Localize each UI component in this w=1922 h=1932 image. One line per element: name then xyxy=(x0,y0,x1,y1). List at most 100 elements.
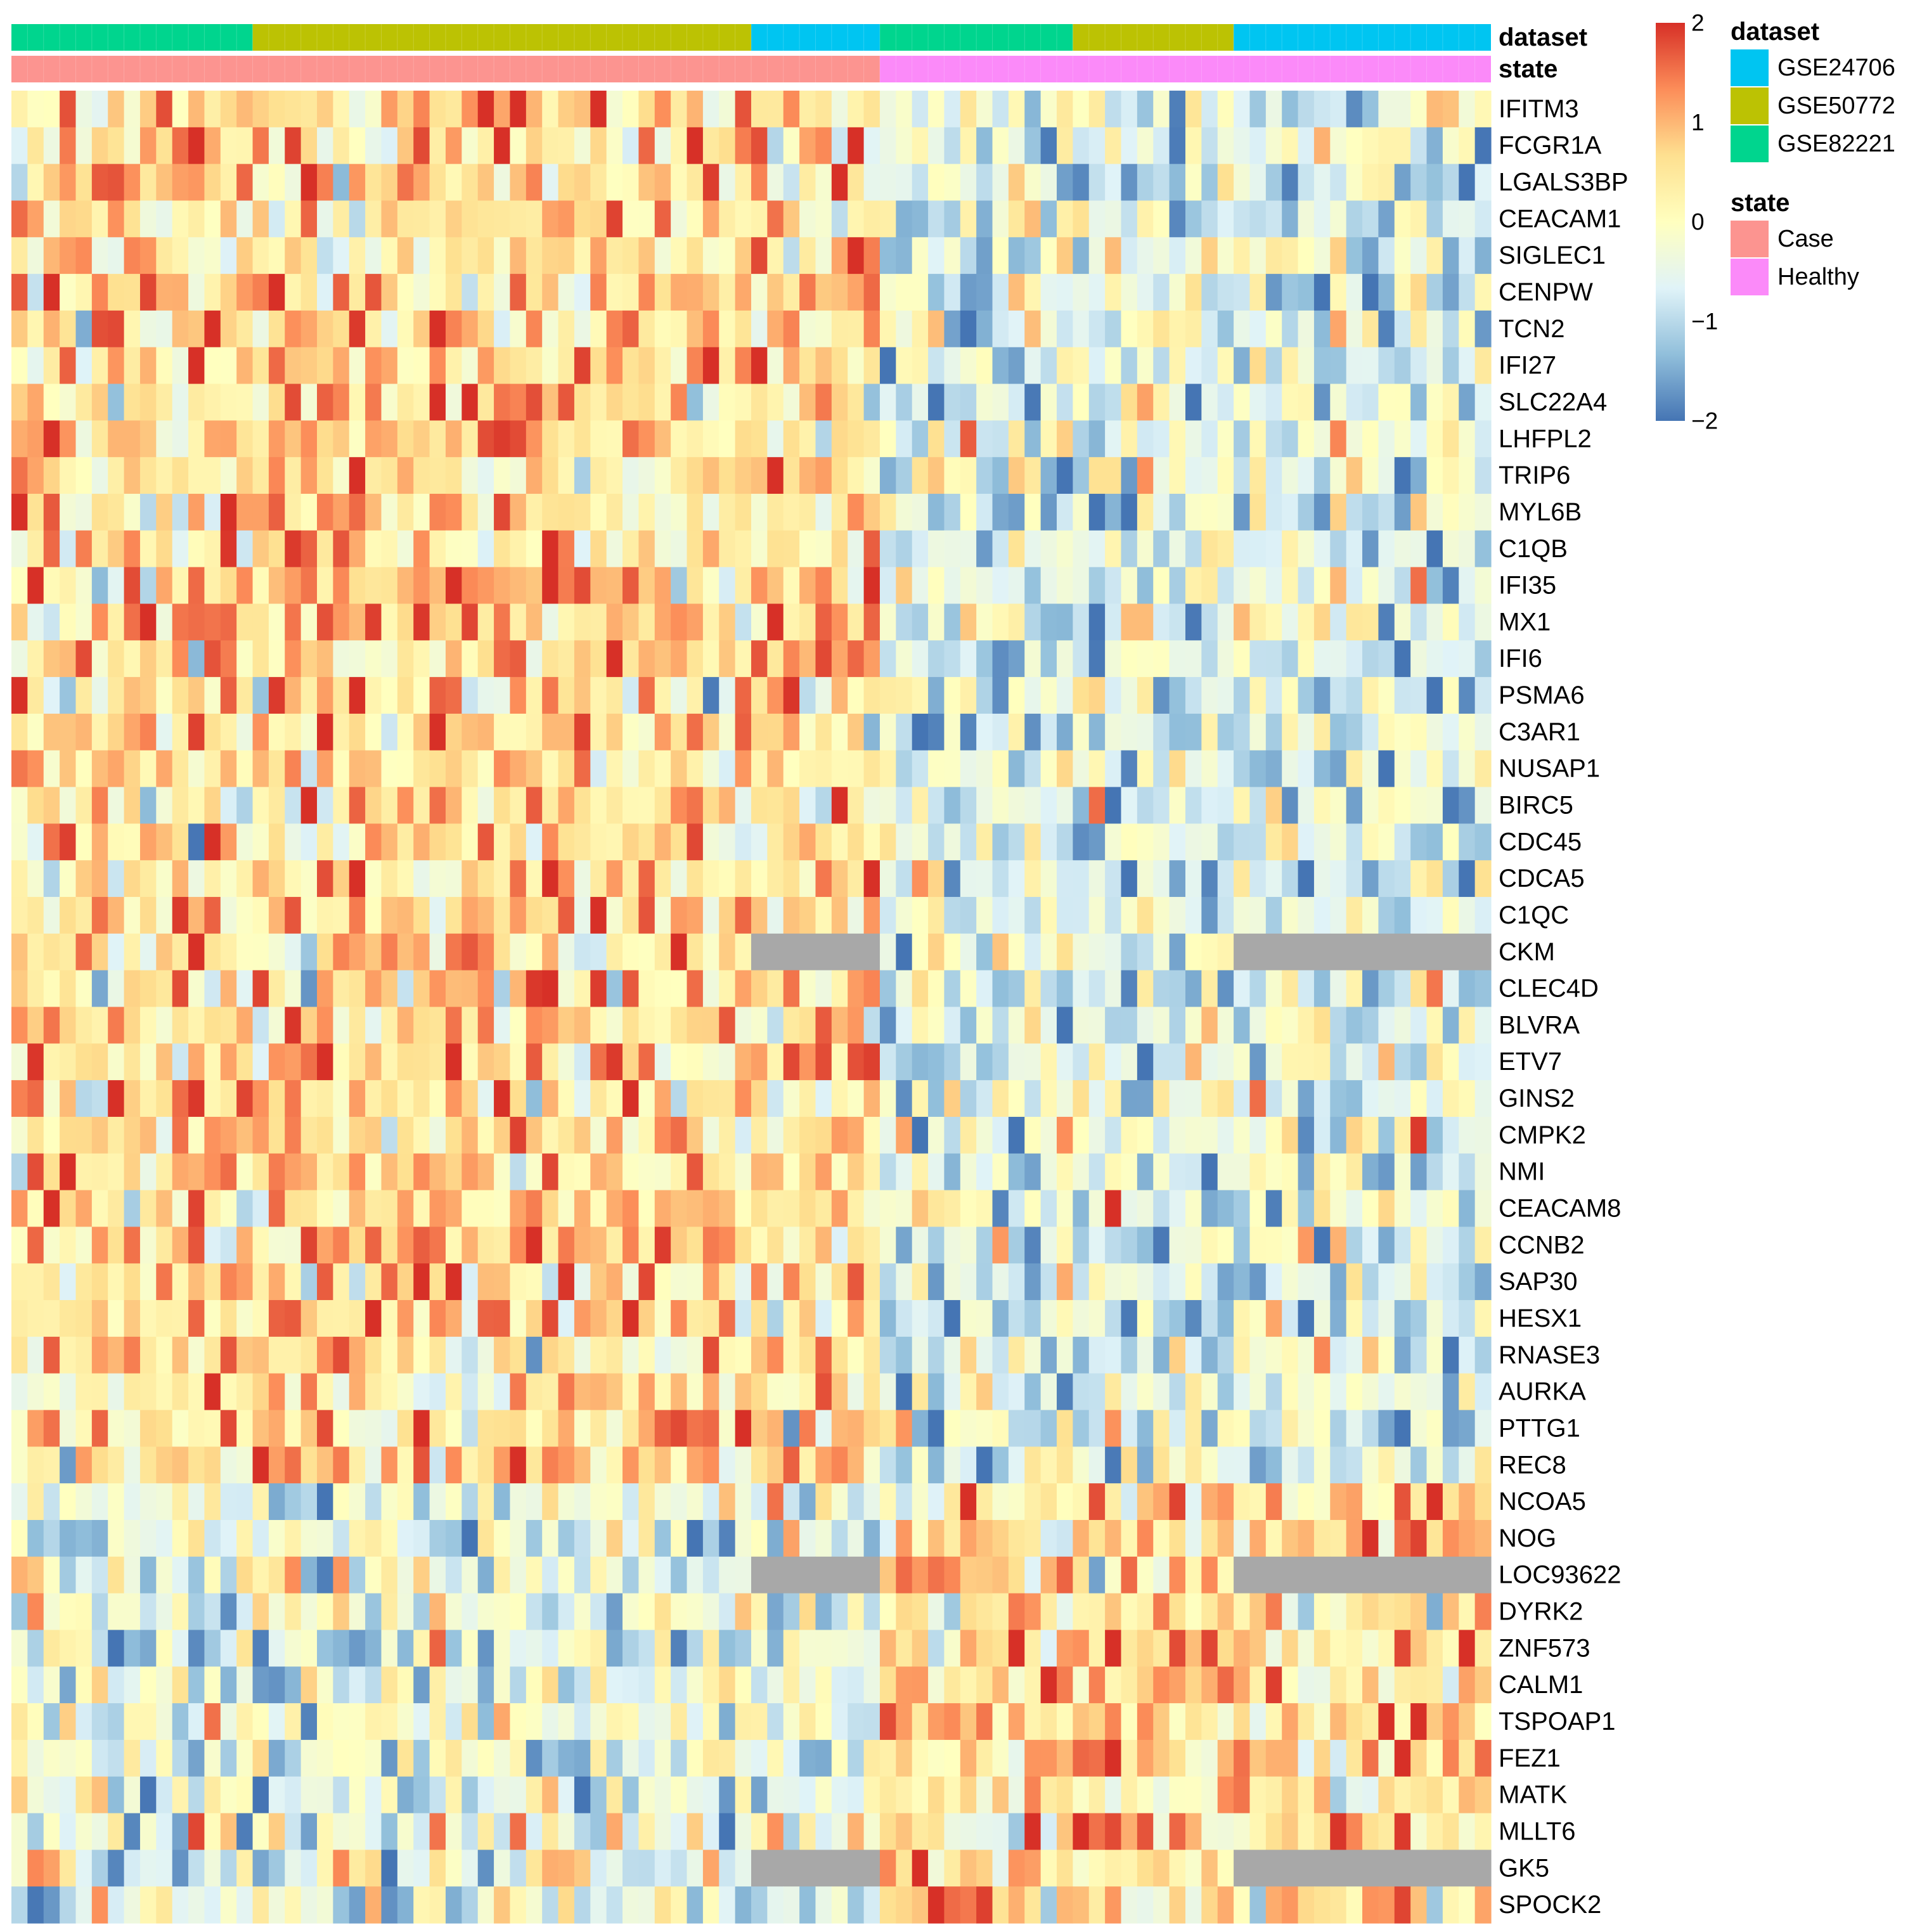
heatmap-cell xyxy=(1169,933,1186,971)
heatmap-cell-missing xyxy=(1459,1556,1476,1594)
heatmap-cell xyxy=(124,1483,141,1521)
heatmap-cell xyxy=(912,1153,929,1191)
heatmap-cell xyxy=(1362,1373,1379,1411)
heatmap-cell xyxy=(1201,1593,1218,1631)
heatmap-cell xyxy=(848,200,865,238)
heatmap-cell xyxy=(590,1080,607,1117)
heatmap-cell xyxy=(1121,1519,1138,1557)
heatmap-cell xyxy=(1234,310,1251,348)
heatmap-cell xyxy=(815,713,832,751)
heatmap-cell xyxy=(671,1080,688,1117)
heatmap-cell xyxy=(799,91,816,128)
heatmap-cell xyxy=(702,1080,719,1117)
heatmap-cell xyxy=(220,567,237,605)
heatmap-cell xyxy=(108,860,125,898)
heatmap-cell xyxy=(204,1850,221,1887)
heatmap-cell xyxy=(606,1850,623,1887)
heatmap-cell xyxy=(719,1410,736,1447)
heatmap-cell-missing xyxy=(1282,933,1299,971)
heatmap-cell xyxy=(1346,1886,1363,1924)
legend-swatch-case xyxy=(1731,221,1769,257)
heatmap-cell xyxy=(461,1483,479,1521)
heatmap-cell xyxy=(863,127,880,165)
heatmap-cell xyxy=(831,1813,848,1850)
heatmap-cell xyxy=(1362,823,1379,861)
heatmap-cell xyxy=(1024,347,1042,385)
heatmap-cell xyxy=(1073,713,1090,751)
heatmap-cell xyxy=(687,677,704,714)
heatmap-cell xyxy=(349,787,366,824)
heatmap-cell xyxy=(220,200,237,238)
heatmap-cell xyxy=(654,127,671,165)
heatmap-cell xyxy=(719,457,736,494)
heatmap-cell xyxy=(1234,164,1251,202)
heatmap-cell xyxy=(413,640,430,678)
heatmap-cell xyxy=(944,1630,961,1667)
heatmap-cell xyxy=(1474,677,1492,714)
heatmap-cell xyxy=(1088,127,1106,165)
heatmap-cell xyxy=(654,970,671,1008)
heatmap-cell xyxy=(928,1739,945,1777)
heatmap-cell xyxy=(1459,1739,1476,1777)
heatmap-cell xyxy=(381,200,398,238)
heatmap-cell xyxy=(944,823,961,861)
heatmap-cell xyxy=(1024,91,1042,128)
heatmap-cell xyxy=(896,970,913,1008)
heatmap-cell xyxy=(124,383,141,421)
heatmap-cell xyxy=(477,1263,494,1301)
heatmap-cell xyxy=(285,237,302,274)
heatmap-cell xyxy=(1201,164,1218,202)
heatmap-cell xyxy=(1105,127,1122,165)
heatmap-cell xyxy=(831,127,848,165)
heatmap-cell xyxy=(172,1630,189,1667)
heatmap-cell xyxy=(91,494,108,531)
heatmap-cell xyxy=(912,1043,929,1081)
heatmap-cell xyxy=(108,1813,125,1850)
heatmap-cell xyxy=(558,1446,575,1484)
heatmap-cell xyxy=(944,1739,961,1777)
heatmap-cell xyxy=(1024,237,1042,274)
heatmap-cell xyxy=(477,457,494,494)
heatmap-cell-missing xyxy=(799,1556,816,1594)
heatmap-cell xyxy=(413,1666,430,1704)
heatmap-cell xyxy=(879,1739,896,1777)
heatmap-cell xyxy=(91,1190,108,1228)
heatmap-cell xyxy=(719,897,736,934)
heatmap-cell xyxy=(863,164,880,202)
heatmap-cell xyxy=(236,1190,254,1228)
heatmap-cell xyxy=(1298,1776,1315,1814)
heatmap-cell xyxy=(252,933,269,971)
heatmap-cell xyxy=(590,567,607,605)
heatmap-cell xyxy=(365,1483,382,1521)
heatmap-cell xyxy=(1474,1813,1492,1850)
heatmap-cell xyxy=(1008,1263,1025,1301)
heatmap-cell xyxy=(590,347,607,385)
heatmap-cell xyxy=(992,750,1009,788)
heatmap-cell xyxy=(285,1080,302,1117)
heatmap-cell xyxy=(1088,1739,1106,1777)
heatmap-cell xyxy=(928,970,945,1008)
heatmap-cell xyxy=(1330,1263,1347,1301)
heatmap-cell xyxy=(863,1519,880,1557)
heatmap-cell xyxy=(108,274,125,311)
heatmap-cell xyxy=(333,1850,350,1887)
heatmap-cell xyxy=(1394,1739,1411,1777)
heatmap-cell xyxy=(654,1153,671,1191)
heatmap-cell xyxy=(461,1043,479,1081)
heatmap-cell xyxy=(928,1666,945,1704)
heatmap-cell xyxy=(27,420,44,458)
heatmap-cell xyxy=(622,1080,640,1117)
heatmap-cell xyxy=(252,1263,269,1301)
heatmap-cell xyxy=(1313,1886,1331,1924)
heatmap-cell xyxy=(944,1300,961,1337)
heatmap-cell xyxy=(815,1336,832,1374)
heatmap-cell xyxy=(349,1373,366,1411)
heatmap-cell xyxy=(1426,1336,1443,1374)
heatmap-cell xyxy=(622,750,640,788)
heatmap-cell xyxy=(91,1556,108,1594)
heatmap-cell xyxy=(429,1116,446,1154)
heatmap-cell xyxy=(1088,677,1106,714)
heatmap-cell xyxy=(638,1190,655,1228)
heatmap-cell xyxy=(510,1739,527,1777)
heatmap-cell xyxy=(1298,1336,1315,1374)
